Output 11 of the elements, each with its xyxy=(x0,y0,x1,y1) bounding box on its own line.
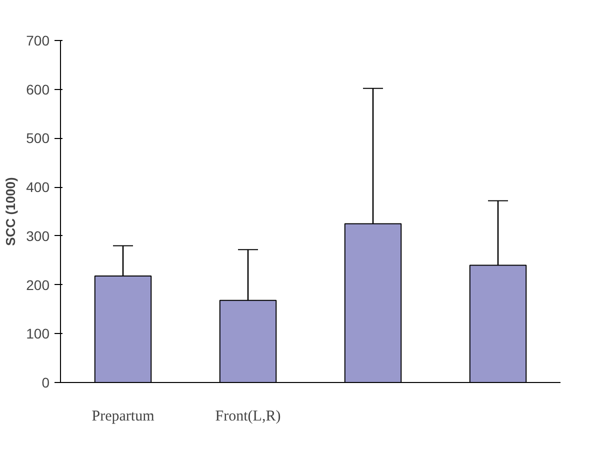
y-tick-label: 100 xyxy=(26,326,50,342)
y-tick-label: 400 xyxy=(26,179,50,196)
y-tick-label: 0 xyxy=(42,374,50,390)
x-tick-label: Prepartum xyxy=(92,408,155,424)
y-tick-label: 300 xyxy=(26,228,50,244)
y-tick-label: 600 xyxy=(26,81,50,98)
y-tick-label: 700 xyxy=(26,32,50,48)
x-tick-label: Front(L,R) xyxy=(215,408,281,424)
y-tick-label: 500 xyxy=(26,130,50,146)
y-axis-title: SCC (1000) xyxy=(3,177,18,246)
y-tick-label: 200 xyxy=(26,276,50,293)
